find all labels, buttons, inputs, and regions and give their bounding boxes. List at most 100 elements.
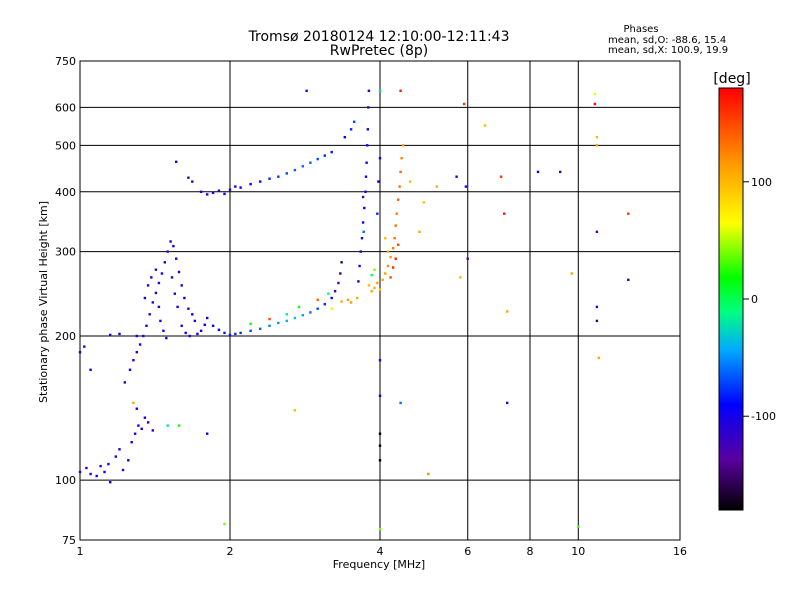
y-tick-label: 200 <box>55 330 76 343</box>
data-point <box>173 292 176 295</box>
data-point <box>378 444 382 447</box>
data-point <box>163 261 166 264</box>
data-point <box>187 176 190 179</box>
data-point <box>259 180 262 183</box>
data-point <box>340 300 343 303</box>
data-point <box>217 328 221 331</box>
data-point <box>597 356 601 360</box>
data-point <box>277 175 280 178</box>
data-point <box>378 157 382 160</box>
data-point <box>349 301 353 304</box>
colorbar-label: [deg] <box>713 71 750 87</box>
data-point <box>361 221 365 224</box>
data-point <box>455 175 458 178</box>
data-point <box>577 525 580 528</box>
data-point <box>595 230 599 233</box>
colorbar-tick-label: 100 <box>751 176 772 189</box>
data-point <box>343 136 346 139</box>
data-point <box>400 157 403 160</box>
data-point <box>364 190 367 193</box>
y-tick-label: 100 <box>55 474 76 487</box>
data-point <box>228 188 232 191</box>
data-point <box>378 459 382 462</box>
data-point <box>376 281 379 285</box>
data-point <box>309 161 312 164</box>
data-point <box>466 257 469 260</box>
data-point <box>177 270 181 274</box>
chart-title: Tromsø 20180124 12:10:00-12:11:43 <box>248 29 510 45</box>
y-tick-label: 500 <box>55 139 76 152</box>
x-tick-label: 8 <box>527 545 534 558</box>
y-tick-label: 600 <box>55 101 76 114</box>
data-point <box>337 281 340 285</box>
data-point <box>360 237 364 240</box>
data-point <box>359 250 362 253</box>
data-point <box>316 307 319 310</box>
data-point <box>285 172 288 175</box>
data-point <box>157 281 161 285</box>
data-point <box>206 432 209 435</box>
data-point <box>135 351 138 354</box>
data-point <box>330 296 333 300</box>
data-point <box>301 165 304 168</box>
data-point <box>239 331 242 335</box>
data-point <box>175 160 178 163</box>
data-point <box>239 186 242 189</box>
data-point <box>118 332 121 336</box>
data-point <box>483 124 487 127</box>
data-point <box>234 185 237 188</box>
x-tick-labels: 1 2 4 6 8 10 16 <box>77 545 688 558</box>
y-tick-label: 750 <box>55 55 76 68</box>
data-point <box>381 278 384 281</box>
data-point <box>140 427 143 430</box>
data-point <box>199 329 203 332</box>
data-point <box>349 128 353 131</box>
data-point <box>378 359 382 362</box>
data-point <box>327 292 330 295</box>
data-point <box>462 102 466 106</box>
data-point <box>277 321 280 325</box>
data-point <box>297 305 301 309</box>
y-tick-labels: 75 100 200 300 400 500 600 750 <box>55 55 76 547</box>
data-point <box>361 195 365 199</box>
data-point <box>370 290 373 293</box>
data-point <box>370 273 373 277</box>
data-point <box>366 144 369 147</box>
data-point <box>114 455 117 458</box>
data-point <box>358 264 361 268</box>
data-point <box>103 470 106 474</box>
data-point <box>142 334 145 338</box>
data-point <box>118 448 121 451</box>
data-point <box>362 230 365 233</box>
data-point <box>391 266 395 269</box>
data-point <box>503 212 506 215</box>
data-point <box>165 336 168 340</box>
data-point <box>180 324 183 327</box>
data-point <box>143 416 147 419</box>
data-point <box>176 305 179 309</box>
x-tick-label: 1 <box>77 545 84 558</box>
y-tick-label: 75 <box>62 534 76 547</box>
data-point <box>316 298 319 301</box>
data-point <box>234 332 237 336</box>
data-point <box>206 316 209 320</box>
data-point <box>196 332 199 336</box>
data-point <box>199 190 203 193</box>
data-point <box>211 324 215 327</box>
data-point <box>180 284 183 287</box>
data-point <box>293 316 297 320</box>
data-point <box>393 237 396 240</box>
data-point <box>109 481 112 484</box>
data-point <box>285 313 288 316</box>
data-point <box>301 314 304 317</box>
data-point <box>223 522 226 526</box>
data-point <box>353 120 356 123</box>
data-point <box>378 528 382 531</box>
data-point <box>397 243 400 246</box>
data-point <box>268 317 271 321</box>
x-tick-label: 4 <box>377 545 384 558</box>
data-point <box>422 201 426 204</box>
data-point <box>223 192 226 196</box>
data-point <box>172 244 175 248</box>
